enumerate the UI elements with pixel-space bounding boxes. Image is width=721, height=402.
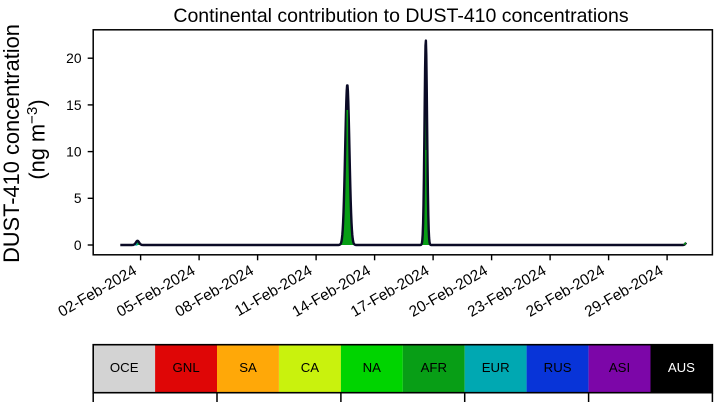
- svg-text:DUST-410 concentration: DUST-410 concentration: [0, 24, 24, 263]
- svg-text:AUS: AUS: [668, 360, 695, 375]
- svg-text:RUS: RUS: [544, 360, 572, 375]
- svg-text:0: 0: [74, 238, 82, 253]
- svg-text:EUR: EUR: [482, 360, 510, 375]
- svg-text:OCE: OCE: [110, 360, 139, 375]
- svg-text:5: 5: [74, 191, 82, 206]
- svg-text:SA: SA: [239, 360, 257, 375]
- svg-text:15: 15: [66, 98, 82, 113]
- svg-text:10: 10: [66, 145, 82, 160]
- svg-text:20: 20: [66, 51, 82, 66]
- svg-text:CA: CA: [301, 360, 320, 375]
- svg-text:NA: NA: [363, 360, 382, 375]
- svg-text:Continental contribution to DU: Continental contribution to DUST-410 con…: [173, 5, 629, 27]
- svg-text:AFR: AFR: [421, 360, 447, 375]
- svg-text:ASI: ASI: [609, 360, 630, 375]
- svg-text:GNL: GNL: [173, 360, 200, 375]
